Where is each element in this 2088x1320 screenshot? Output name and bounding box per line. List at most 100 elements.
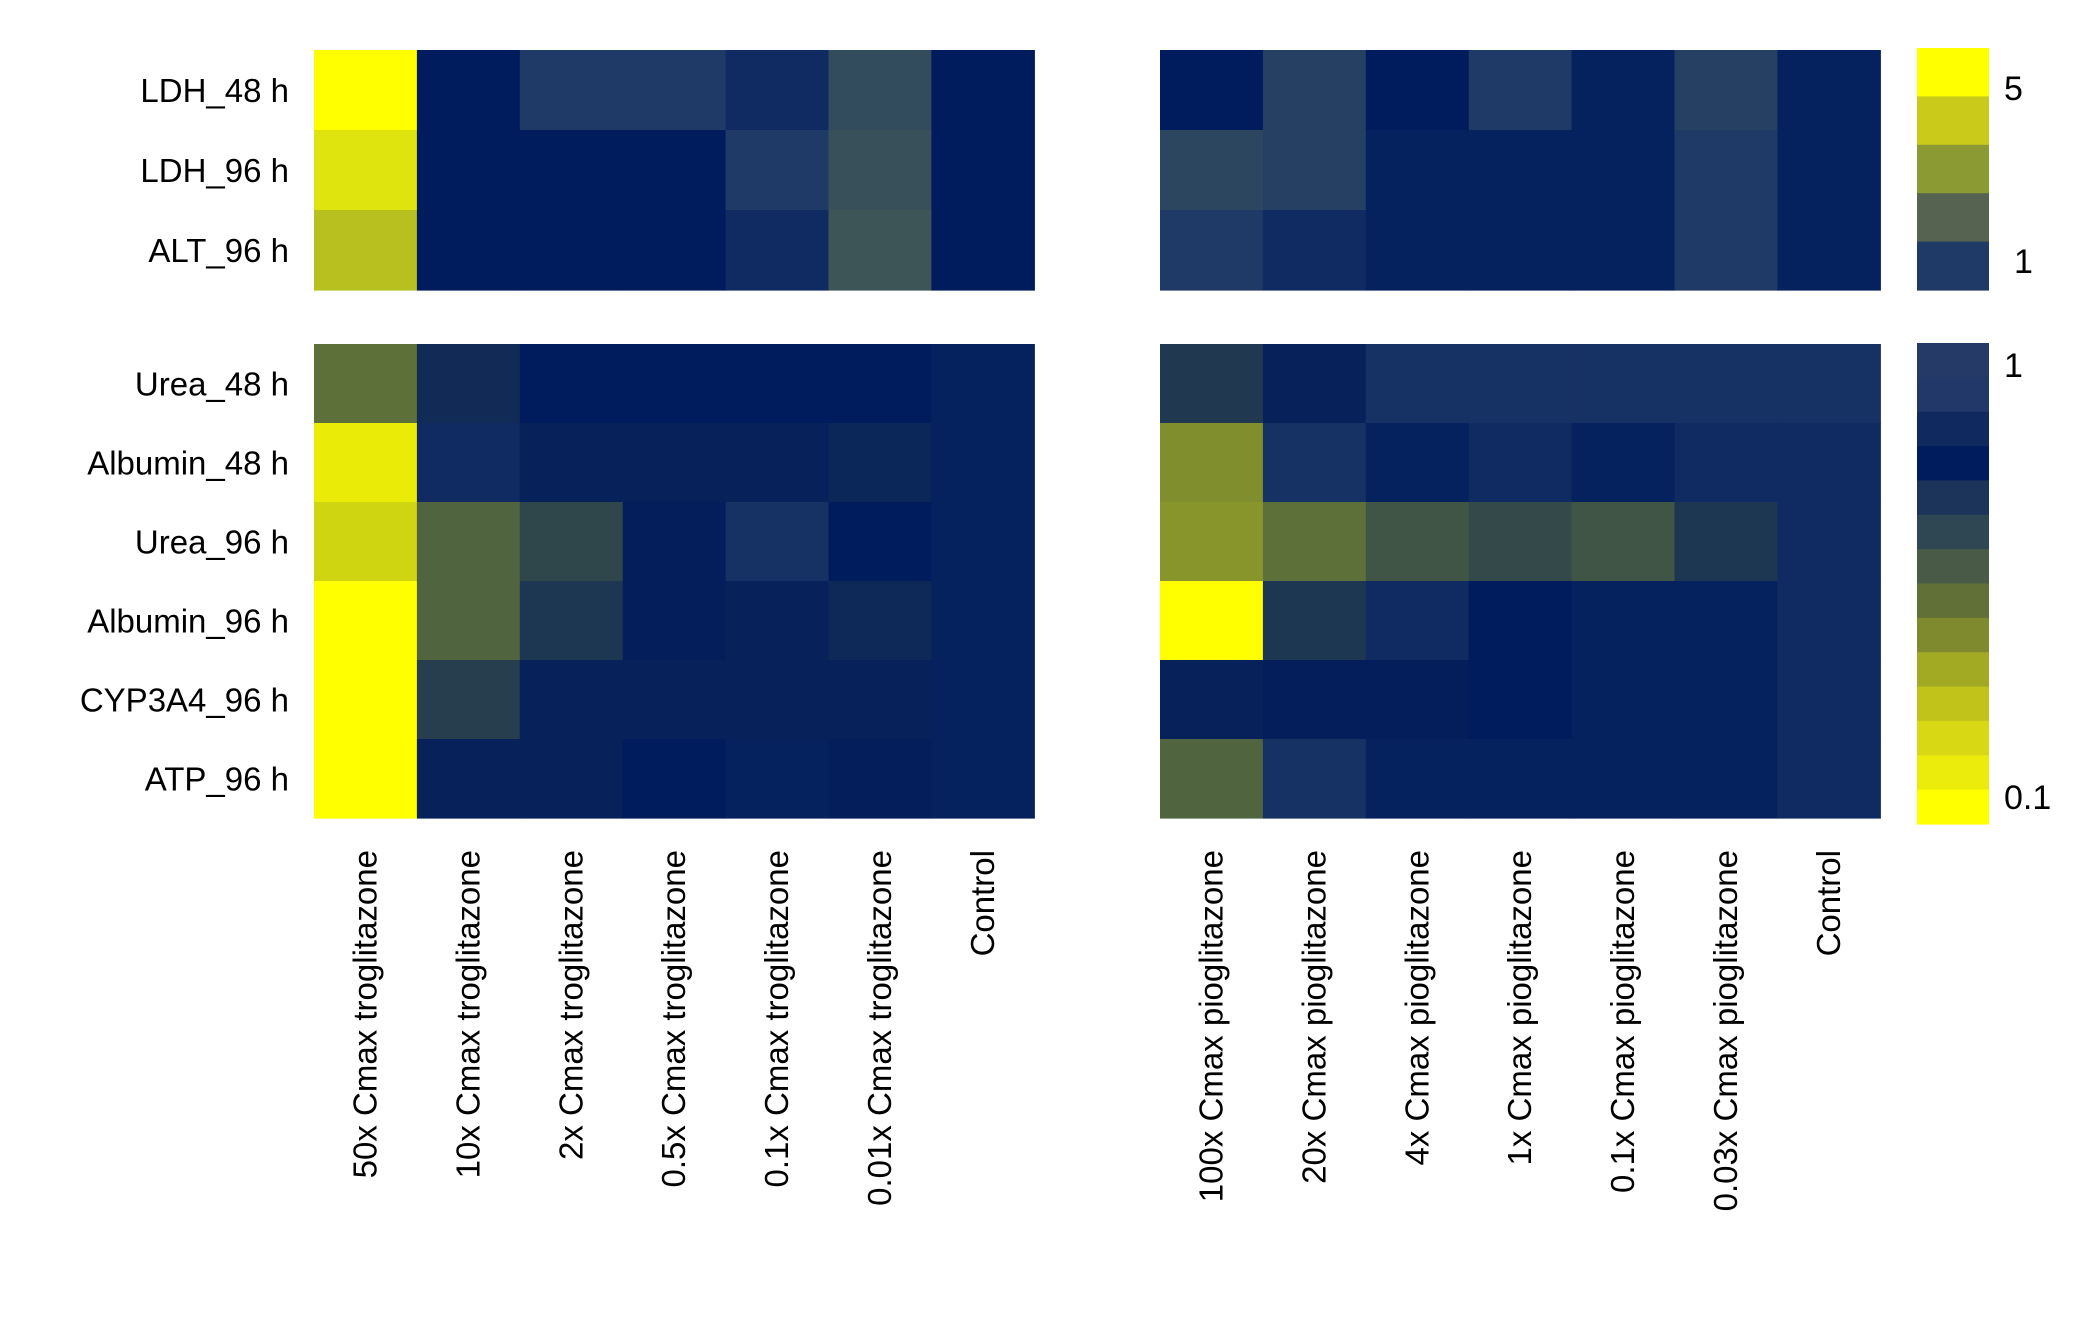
heatmap-cell-p1-r2-c5 bbox=[1674, 210, 1778, 291]
column-label: 0.1x Cmax troglitazone bbox=[758, 850, 795, 1187]
heatmap-cell-p2-r2-c2 bbox=[519, 502, 624, 582]
heatmap-cell-p2-r5-c6 bbox=[931, 739, 1035, 819]
heatmap-cell-p2-r4-c1 bbox=[416, 660, 521, 740]
column-label: 2x Cmax troglitazone bbox=[552, 850, 589, 1160]
column-label: 20x Cmax pioglitazone bbox=[1295, 850, 1332, 1184]
heatmap-cell-p3-r0-c6 bbox=[1777, 344, 1881, 424]
heatmap-cell-p0-r0-c0 bbox=[314, 50, 418, 131]
heatmap-cell-p3-r5-c6 bbox=[1777, 739, 1881, 819]
color-scale-tick-label: 5 bbox=[2004, 70, 2023, 108]
heatmap-cell-p2-r1-c1 bbox=[416, 423, 521, 503]
heatmap-cell-p2-r2-c4 bbox=[725, 502, 830, 582]
heatmap-cell-p1-r1-c6 bbox=[1777, 130, 1881, 211]
heatmap-cell-p3-r1-c5 bbox=[1674, 423, 1778, 503]
heatmap-cell-p0-r1-c3 bbox=[622, 130, 727, 211]
heatmap-cell-p3-r0-c5 bbox=[1674, 344, 1778, 424]
heatmap-cell-p3-r0-c0 bbox=[1160, 344, 1264, 424]
heatmap-cell-p0-r0-c3 bbox=[622, 50, 727, 131]
heatmap-cell-p2-r1-c3 bbox=[622, 423, 727, 503]
heatmap-cell-p0-r2-c4 bbox=[725, 210, 830, 291]
row-labels: LDH_48 h LDH_96 h ALT_96 h Urea_48 h Albumin… bbox=[80, 72, 289, 798]
heatmap-cell-p1-r0-c3 bbox=[1468, 50, 1573, 131]
row-label: Urea_48 h bbox=[135, 366, 289, 403]
column-label: 0.1x Cmax pioglitazone bbox=[1604, 850, 1641, 1193]
heatmap-cell-p3-r4-c4 bbox=[1571, 660, 1676, 740]
column-label: 1x Cmax pioglitazone bbox=[1501, 850, 1538, 1166]
color-scale-swatch bbox=[1917, 144, 1989, 194]
heatmap-cell-p2-r0-c6 bbox=[931, 344, 1035, 424]
heatmap-cell-p3-r2-c6 bbox=[1777, 502, 1881, 582]
heatmap-cell-p2-r4-c6 bbox=[931, 660, 1035, 740]
heatmap-cell-p1-r1-c2 bbox=[1365, 130, 1470, 211]
heatmap-cell-p3-r1-c1 bbox=[1262, 423, 1367, 503]
heatmap-cell-p0-r0-c1 bbox=[416, 50, 521, 131]
heatmap-cell-p3-r2-c2 bbox=[1365, 502, 1470, 582]
heatmap-cell-p2-r0-c3 bbox=[622, 344, 727, 424]
heatmap-cell-p1-r0-c0 bbox=[1160, 50, 1264, 131]
heatmap-cell-p3-r5-c3 bbox=[1468, 739, 1573, 819]
heatmap-cell-p1-r1-c3 bbox=[1468, 130, 1573, 211]
heatmap-cell-p2-r2-c5 bbox=[828, 502, 932, 582]
heatmap-cell-p1-r1-c5 bbox=[1674, 130, 1778, 211]
heatmap-cell-p0-r1-c2 bbox=[519, 130, 624, 211]
heatmap-cell-p3-r5-c1 bbox=[1262, 739, 1367, 819]
heatmap-cell-p2-r0-c2 bbox=[519, 344, 624, 424]
heatmap-cell-p2-r5-c4 bbox=[725, 739, 830, 819]
heatmap-cell-p3-r3-c1 bbox=[1262, 581, 1367, 661]
heatmap-cell-p3-r4-c6 bbox=[1777, 660, 1881, 740]
color-scale-swatch bbox=[1917, 789, 1989, 825]
heatmap-cell-p2-r2-c0 bbox=[314, 502, 418, 582]
heatmap-cell-p1-r2-c3 bbox=[1468, 210, 1573, 291]
heatmap-cell-p1-r1-c0 bbox=[1160, 130, 1264, 211]
heatmap-cell-p3-r4-c2 bbox=[1365, 660, 1470, 740]
heatmap-cell-p0-r1-c6 bbox=[931, 130, 1035, 211]
heatmap-cell-p1-r1-c4 bbox=[1571, 130, 1676, 211]
column-label: 100x Cmax pioglitazone bbox=[1192, 850, 1229, 1202]
column-label: Control bbox=[964, 850, 1001, 956]
heatmap-cell-p2-r5-c1 bbox=[416, 739, 521, 819]
heatmap-cell-p2-r0-c0 bbox=[314, 344, 418, 424]
heatmap-cell-p0-r2-c1 bbox=[416, 210, 521, 291]
heatmap-cell-p3-r2-c4 bbox=[1571, 502, 1676, 582]
heatmap-cell-p3-r0-c1 bbox=[1262, 344, 1367, 424]
color-scale-swatch bbox=[1917, 755, 1989, 791]
heatmap-cell-p0-r1-c1 bbox=[416, 130, 521, 211]
heatmap-cell-p3-r4-c5 bbox=[1674, 660, 1778, 740]
heatmap-cell-p2-r5-c5 bbox=[828, 739, 932, 819]
heatmap-cell-p2-r3-c5 bbox=[828, 581, 932, 661]
heatmap-cell-p2-r1-c6 bbox=[931, 423, 1035, 503]
column-labels: 50x Cmax troglitazone 10x Cmax troglitazo… bbox=[346, 850, 1846, 1211]
heatmap-cell-p2-r4-c3 bbox=[622, 660, 727, 740]
heatmap-cell-p3-r1-c3 bbox=[1468, 423, 1573, 503]
heatmap-cell-p3-r4-c1 bbox=[1262, 660, 1367, 740]
heatmap-cell-p2-r2-c1 bbox=[416, 502, 521, 582]
heatmap-cell-p3-r2-c5 bbox=[1674, 502, 1778, 582]
heatmap-cell-p3-r3-c2 bbox=[1365, 581, 1470, 661]
color-scale-tick-label: 1 bbox=[2004, 347, 2023, 385]
heatmap-cell-p2-r3-c3 bbox=[622, 581, 727, 661]
color-scale-swatch bbox=[1917, 343, 1989, 378]
heatmap-cell-p3-r5-c0 bbox=[1160, 739, 1264, 819]
heatmap-cell-p2-r5-c3 bbox=[622, 739, 727, 819]
heatmap-cell-p2-r1-c5 bbox=[828, 423, 932, 503]
heatmap-cells bbox=[314, 50, 1881, 819]
heatmap-cell-p3-r3-c3 bbox=[1468, 581, 1573, 661]
heatmap-cell-p2-r0-c4 bbox=[725, 344, 830, 424]
column-label: 0.01x Cmax troglitazone bbox=[861, 850, 898, 1206]
heatmap-cell-p3-r2-c0 bbox=[1160, 502, 1264, 582]
heatmap-cell-p3-r3-c6 bbox=[1777, 581, 1881, 661]
color-scale-swatch bbox=[1917, 377, 1989, 413]
row-label: ALT_96 h bbox=[148, 232, 289, 269]
heatmap-cell-p2-r3-c0 bbox=[314, 581, 418, 661]
color-scale-swatch bbox=[1917, 96, 1989, 146]
heatmap-cell-p0-r2-c6 bbox=[931, 210, 1035, 291]
heatmap-cell-p0-r1-c0 bbox=[314, 130, 418, 211]
heatmap-cell-p2-r4-c2 bbox=[519, 660, 624, 740]
heatmap-cell-p1-r0-c6 bbox=[1777, 50, 1881, 131]
color-scale-swatch bbox=[1917, 617, 1989, 653]
column-label: 0.5x Cmax troglitazone bbox=[655, 850, 692, 1188]
color-scale-swatch bbox=[1917, 652, 1989, 688]
heatmap-cell-p2-r4-c0 bbox=[314, 660, 418, 740]
heatmap-cell-p3-r1-c6 bbox=[1777, 423, 1881, 503]
heatmap-cell-p1-r1-c1 bbox=[1262, 130, 1367, 211]
